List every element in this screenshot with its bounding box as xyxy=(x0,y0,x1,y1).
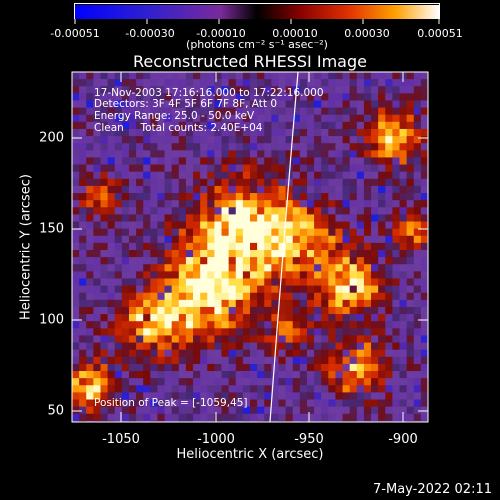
image-title: Reconstructed RHESSI Image xyxy=(133,52,367,71)
overlay-time-range: 17-Nov-2003 17:16:16.000 to 17:22:16.000 xyxy=(94,87,324,99)
overlay-counts: Clean Total counts: 2.40E+04 xyxy=(94,122,263,134)
x-tick-label: -1050 xyxy=(102,432,140,447)
colorbar-tick-label: -0.00051 xyxy=(50,27,100,40)
colorbar xyxy=(74,3,440,19)
x-tick-label: -950 xyxy=(294,432,324,447)
y-tick-label: 200 xyxy=(39,130,64,146)
peak-position-label: Position of Peak = [-1059,45] xyxy=(94,397,248,409)
timestamp: 7-May-2022 02:11 xyxy=(373,482,492,497)
x-tick-label: -900 xyxy=(388,432,418,447)
colorbar-tick-label: 0.00010 xyxy=(272,27,318,40)
overlay-detectors: Detectors: 3F 4F 5F 6F 7F 8F, Att 0 xyxy=(94,98,278,110)
heatmap-pixels xyxy=(72,72,428,422)
colorbar-tick-label: 0.00030 xyxy=(344,27,390,40)
x-tick-label: -1000 xyxy=(197,432,235,447)
overlay-energy-range: Energy Range: 25.0 - 50.0 keV xyxy=(94,110,255,122)
colorbar-units: (photons cm⁻² s⁻¹ asec⁻²) xyxy=(186,38,328,51)
rhessi-image xyxy=(72,72,428,422)
solar-limb-line xyxy=(269,71,299,423)
y-axis-label: Heliocentric Y (arcsec) xyxy=(18,174,34,320)
colorbar-tick-label: -0.00010 xyxy=(196,27,246,40)
colorbar-gradient xyxy=(75,5,439,19)
colorbar-tick-label: -0.00030 xyxy=(125,27,175,40)
y-tick-label: 100 xyxy=(39,312,64,328)
y-tick-label: 50 xyxy=(47,403,64,419)
colorbar-tick-label: 0.00051 xyxy=(417,27,463,40)
x-axis-label: Heliocentric X (arcsec) xyxy=(176,447,324,462)
colorbar-ticks xyxy=(74,19,440,24)
y-tick-label: 150 xyxy=(39,221,64,237)
